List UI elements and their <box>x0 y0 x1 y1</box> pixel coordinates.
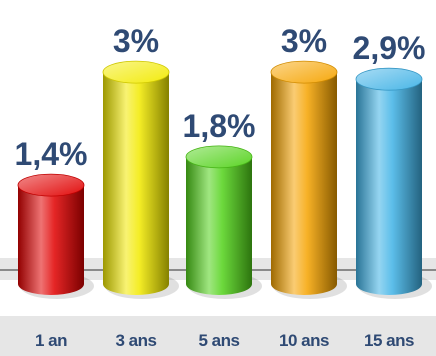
value-labels-group: 1,4% 3% 1,8% 3% 2,9% <box>15 23 426 172</box>
bar <box>185 145 262 299</box>
bar-top <box>102 60 170 84</box>
bar-body <box>356 79 422 295</box>
bars-group <box>17 60 432 299</box>
category-label: 5 ans <box>199 331 240 350</box>
category-label: 10 ans <box>279 331 329 350</box>
value-label: 1,8% <box>183 108 256 144</box>
bar <box>355 67 432 299</box>
bar-body <box>271 72 337 295</box>
bar <box>270 60 347 299</box>
bar-top <box>17 173 85 197</box>
bar-body <box>18 185 84 295</box>
bar-top <box>185 145 253 169</box>
category-band <box>0 316 436 356</box>
bar <box>17 173 94 299</box>
value-label: 2,9% <box>353 30 426 66</box>
category-label: 3 ans <box>116 331 157 350</box>
category-label: 15 ans <box>364 331 414 350</box>
category-label: 1 an <box>35 331 67 350</box>
bar-top <box>355 67 423 91</box>
bar-body <box>103 72 169 295</box>
category-labels-group: 1 an 3 ans 5 ans 10 ans 15 ans <box>35 331 415 350</box>
value-label: 3% <box>281 23 327 59</box>
bar <box>102 60 179 299</box>
bar-top <box>270 60 338 84</box>
value-label: 1,4% <box>15 136 88 172</box>
bar-body <box>186 156 252 295</box>
value-label: 3% <box>113 23 159 59</box>
